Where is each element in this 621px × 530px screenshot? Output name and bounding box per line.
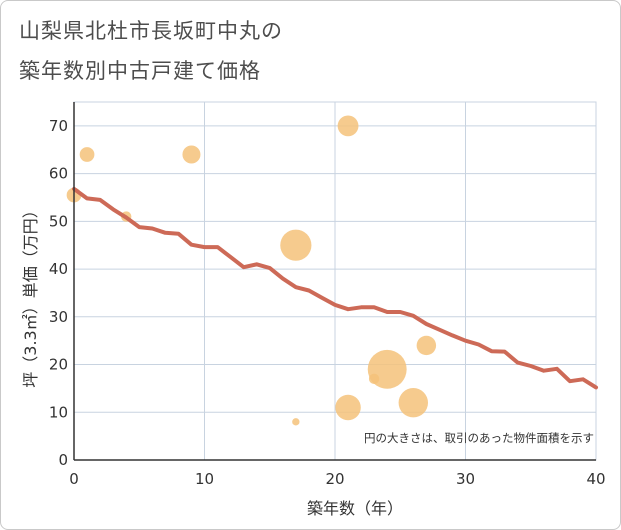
chart-title-line-1: 山梨県北杜市長坂町中丸の — [19, 19, 283, 43]
bubble-point — [182, 145, 201, 164]
y-tick-label: 70 — [49, 117, 68, 135]
x-tick-label: 20 — [325, 470, 344, 488]
x-tick-label: 40 — [586, 470, 605, 488]
x-tick-label: 10 — [195, 470, 214, 488]
x-tick-label: 0 — [69, 470, 79, 488]
bubble-point — [398, 388, 429, 418]
y-tick-label: 50 — [49, 212, 68, 230]
x-tick-label: 30 — [456, 470, 475, 488]
y-tick-label: 60 — [49, 165, 68, 183]
y-tick-label: 0 — [58, 451, 68, 469]
x-axis-label: 築年数（年） — [307, 499, 403, 518]
y-tick-label: 10 — [49, 403, 68, 421]
tick-labels: 0 10 20 30 40 0 10 20 30 40 50 60 70 — [49, 117, 606, 488]
bubble-point — [367, 349, 407, 389]
y-tick-label: 40 — [49, 260, 68, 278]
size-legend-note: 円の大きさは、取引のあった物件面積を示す — [364, 431, 594, 445]
y-tick-label: 20 — [49, 356, 68, 374]
trend-series — [72, 186, 598, 390]
grid-lines — [73, 101, 597, 461]
bubble-point — [416, 335, 437, 356]
bubble-point — [292, 418, 300, 426]
bubble-series — [66, 115, 437, 426]
y-tick-label: 30 — [49, 308, 68, 326]
axes — [73, 102, 596, 461]
bubble-point — [335, 394, 361, 421]
bubble-point — [280, 229, 312, 261]
bubble-point — [337, 115, 359, 137]
bubble-point — [79, 147, 95, 162]
trend-line — [72, 186, 598, 390]
y-axis-label: 坪（3.3㎡）単価（万円） — [21, 202, 40, 387]
chart-title-line-2: 築年数別中古戸建て価格 — [19, 59, 261, 83]
